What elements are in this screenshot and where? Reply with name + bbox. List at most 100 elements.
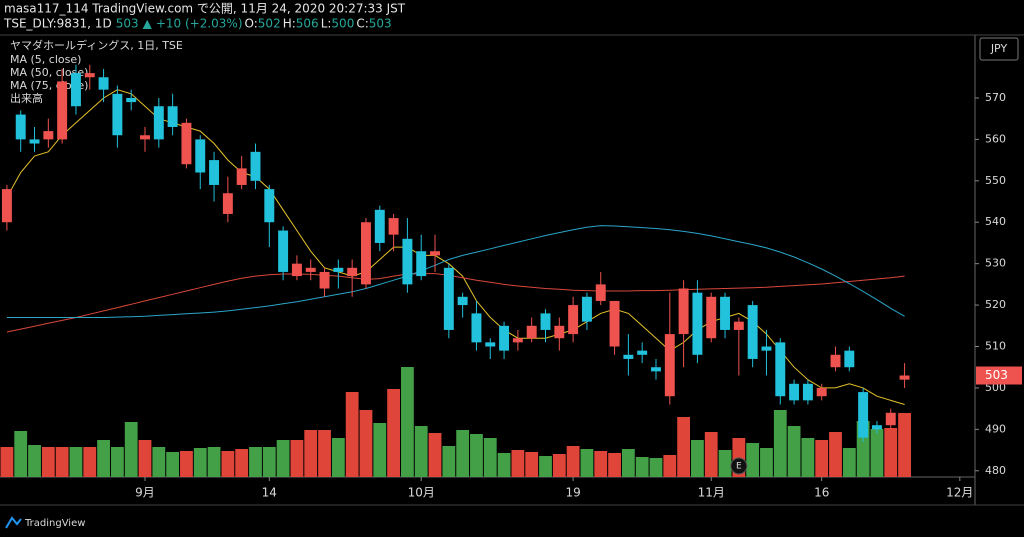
volume-bar [746, 443, 760, 477]
candle-body [595, 284, 606, 301]
candle-body [57, 81, 68, 140]
candle-body [789, 383, 800, 401]
candle-body [568, 305, 579, 335]
candle-body [899, 375, 910, 380]
volume-bar [456, 430, 470, 477]
volume-bar [566, 446, 580, 477]
quote-line: TSE_DLY:9831, 1D 503 ▲ +10 (+2.03%) O: 502 H: 5… [3, 17, 392, 31]
y-tick-label: 480 [985, 464, 1006, 477]
volume-bar [138, 440, 152, 477]
change: +10 (+2.03%) [156, 17, 243, 31]
earnings-marker [730, 457, 748, 475]
publish-line: masa117_114 TradingView.com で公開, 11月 24,… [4, 2, 406, 16]
volume-bar [621, 449, 635, 477]
volume-bar [760, 448, 773, 477]
currency-box[interactable] [979, 37, 1019, 61]
volume-bar [28, 445, 41, 477]
volume-bar [470, 434, 483, 477]
ohlc-value: 502 [258, 17, 281, 31]
ohlc-label: L: [321, 17, 332, 31]
volume-bar [207, 447, 221, 477]
ohlc-label: H: [283, 17, 296, 31]
x-tick-label: 9月 [135, 486, 155, 500]
candle-body [112, 93, 123, 136]
candle-body [802, 383, 813, 401]
ma-line [6, 273, 905, 333]
volume-bar [345, 392, 359, 477]
volume-bar [180, 451, 193, 477]
candle-body [43, 131, 54, 140]
candle-body [720, 296, 731, 330]
legend-ma: MA (50, close) [10, 66, 88, 79]
y-tick-label: 560 [985, 132, 1006, 145]
volume-bar [359, 410, 373, 477]
candle-body [664, 334, 675, 397]
candle-body [512, 338, 523, 343]
volume-bar [870, 429, 884, 477]
volume-bar [677, 417, 691, 477]
candle-body [706, 296, 717, 339]
candle-body [236, 168, 247, 185]
candle-body [140, 135, 150, 140]
volume-bar [815, 440, 829, 477]
logo-icon [5, 516, 22, 529]
volume-bar [304, 430, 318, 477]
volume-bar [580, 449, 594, 477]
candle-body [485, 342, 496, 347]
candle-body [499, 325, 510, 351]
volume-bar [166, 452, 180, 477]
candle-body [347, 267, 358, 277]
volume-bar [331, 438, 345, 477]
volume-bar [428, 433, 442, 477]
volume-bar [193, 448, 207, 477]
y-tick-label: 490 [985, 422, 1006, 435]
volume-bar [552, 454, 566, 477]
volume-bar [400, 367, 414, 477]
candle-body [374, 209, 385, 243]
candle-body [70, 73, 81, 107]
volume-bar [704, 432, 718, 477]
candle-body [264, 189, 275, 223]
volume-bar [55, 447, 69, 477]
y-tick-label: 540 [985, 215, 1006, 228]
footer-logo[interactable]: TradingView [5, 516, 85, 529]
legend-instrument: ヤマダホールディングス, 1日, TSE [10, 38, 183, 52]
candle-body [360, 222, 371, 285]
volume-bar [110, 447, 124, 477]
y-tick-label: 510 [985, 340, 1006, 353]
y-tick-label: 550 [985, 174, 1006, 187]
volume-bar [276, 440, 290, 477]
ohlc-value: 500 [331, 17, 354, 31]
candle-body [885, 412, 896, 426]
change-arrow: ▲ [143, 17, 153, 31]
candle-body [181, 122, 192, 165]
ma-line [6, 225, 905, 318]
symbol: TSE_DLY:9831, 1D [3, 17, 112, 31]
candle-body [637, 350, 648, 355]
volume-bar [14, 431, 28, 477]
candle-body [402, 238, 413, 285]
ohlc-value: 503 [369, 17, 392, 31]
volume-bar [235, 449, 249, 477]
ohlc-value: 506 [296, 17, 319, 31]
ohlc-label: O: [245, 17, 258, 31]
x-tick-label: 11月 [698, 486, 725, 500]
candle-body [98, 77, 109, 90]
candle-body [167, 106, 178, 127]
candle-body [830, 354, 841, 368]
volume-bar [773, 410, 787, 477]
candle-body [291, 263, 302, 277]
volume-bar [0, 447, 14, 477]
candle-body [554, 325, 565, 339]
candle-body [443, 267, 454, 330]
candle-body [1, 189, 12, 223]
candle-body [609, 300, 620, 347]
volume-bar [483, 438, 497, 477]
volume-bar [691, 440, 704, 477]
volume-bar [829, 432, 842, 477]
candle-body [209, 160, 220, 185]
candle-body [416, 251, 427, 277]
y-tick-label: 520 [985, 298, 1006, 311]
volume-bar [663, 455, 677, 477]
